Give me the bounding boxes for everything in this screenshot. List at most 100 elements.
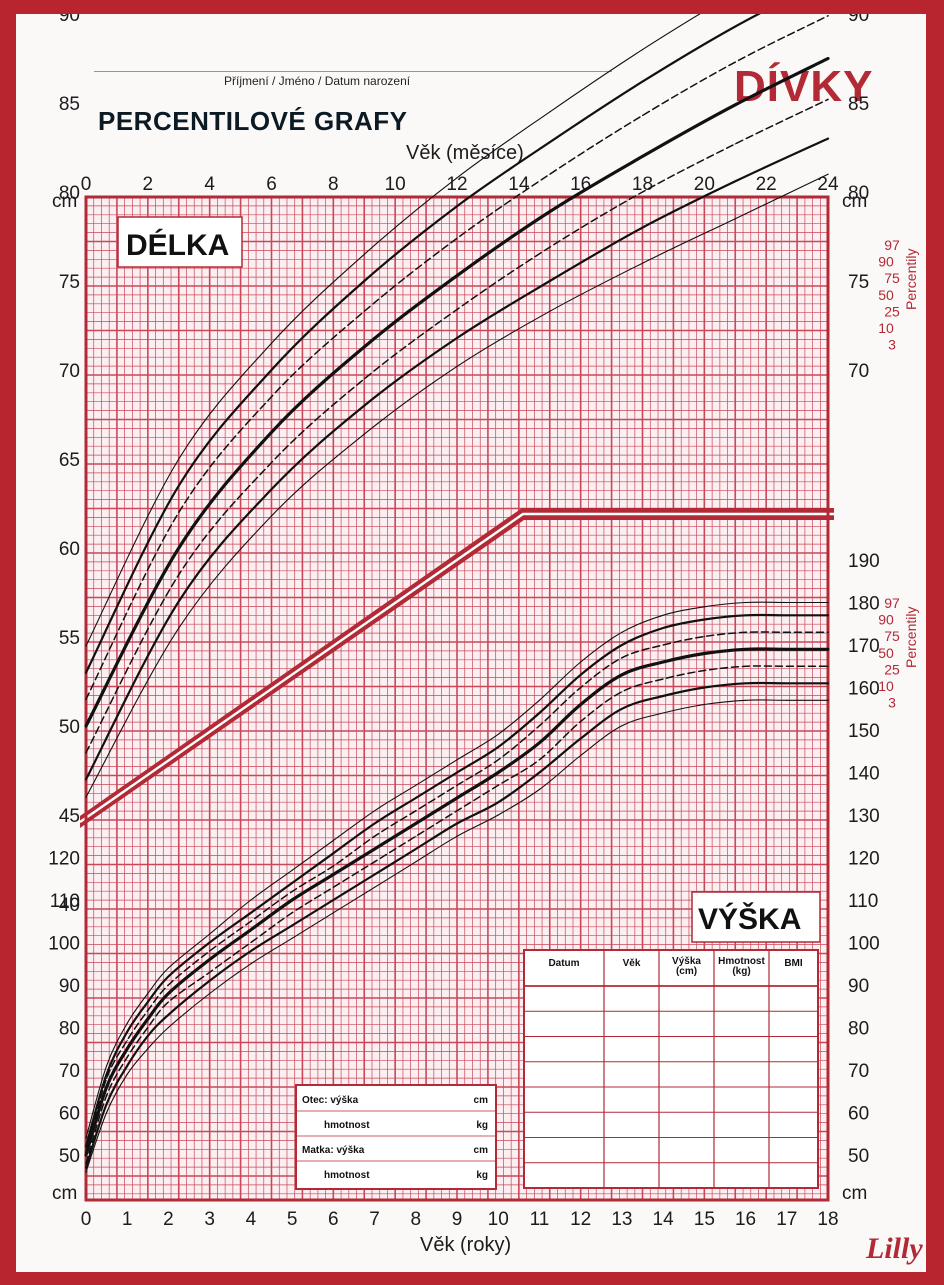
data-point <box>147 1026 149 1029</box>
record-table-header: Hmotnost <box>718 956 765 967</box>
data-point <box>827 601 829 604</box>
data-point <box>106 1065 108 1067</box>
length-percentile-90 <box>84 14 761 674</box>
x-tick-label-months: 12 <box>446 174 467 195</box>
record-table-header: Věk <box>623 958 641 969</box>
data-point <box>662 661 664 663</box>
data-point <box>827 648 829 650</box>
data-point <box>497 746 499 748</box>
data-point <box>641 191 644 193</box>
length-percentile-25 <box>85 98 829 754</box>
data-point <box>641 262 644 264</box>
data-point <box>456 797 458 799</box>
data-point <box>291 899 293 901</box>
data-point <box>126 1022 128 1024</box>
parents-box-unit: cm <box>474 1145 489 1156</box>
data-point <box>745 614 747 616</box>
x-tick-label-years: 17 <box>776 1209 797 1230</box>
x-tick-label-years: 3 <box>204 1209 215 1230</box>
y-tick-label-length: 75 <box>59 272 80 293</box>
data-point <box>178 547 180 549</box>
data-point <box>580 674 582 676</box>
data-point <box>126 1048 128 1050</box>
data-point <box>734 180 736 182</box>
parents-box <box>295 1084 497 1190</box>
data-point <box>85 1167 87 1169</box>
y-tick-label-length: 45 <box>59 806 80 827</box>
data-point <box>332 912 334 914</box>
data-point <box>332 899 334 901</box>
percentile-legend-label: 10 <box>878 678 894 694</box>
data-point <box>734 143 736 145</box>
data-point <box>497 801 499 803</box>
data-point <box>147 1009 149 1012</box>
data-point <box>85 752 87 754</box>
data-point <box>703 669 705 672</box>
x-tick-label-years: 18 <box>817 1209 838 1230</box>
x-tick-label-years: 0 <box>81 1209 92 1230</box>
y-tick-label-length: 60 <box>59 539 80 560</box>
data-point <box>734 104 736 106</box>
y-tick-label-length: 55 <box>59 628 80 649</box>
data-point <box>85 1154 87 1156</box>
data-point <box>332 873 334 876</box>
record-table-header-unit: (cm) <box>676 966 697 977</box>
data-point <box>580 686 582 689</box>
data-point <box>415 822 417 825</box>
data-point <box>456 784 458 786</box>
percentile-legend-label: 75 <box>884 270 900 286</box>
height-title-box <box>691 891 821 943</box>
data-point <box>147 1035 149 1037</box>
x-tick-label-years: 12 <box>570 1209 591 1230</box>
data-point <box>456 822 458 825</box>
y-tick-label-height-right: 190 <box>848 551 880 572</box>
data-point <box>178 627 180 629</box>
x-tick-label-years: 6 <box>328 1209 339 1230</box>
length-percentile-10 <box>84 137 830 781</box>
percentile-legend-label: 75 <box>884 628 900 644</box>
y-tick-label-length: 50 <box>59 717 80 738</box>
record-table-header: Datum <box>548 958 579 969</box>
y-tick-label-length: 40 <box>59 895 80 916</box>
parents-box-label: Matka: výška <box>302 1145 365 1156</box>
data-point <box>147 992 149 995</box>
y-tick-label-height-right: 80 <box>848 1019 869 1040</box>
data-point <box>703 618 705 621</box>
data-point <box>167 967 169 969</box>
data-point <box>786 614 788 616</box>
data-point <box>270 431 273 433</box>
x-tick-label-months: 24 <box>817 174 839 195</box>
percentile-legend-label: 50 <box>878 287 894 303</box>
data-point <box>178 485 180 487</box>
data-point <box>167 1001 169 1003</box>
data-point <box>270 488 273 490</box>
data-point <box>786 631 788 633</box>
percentile-legend-label: 10 <box>878 320 894 336</box>
data-point <box>85 672 87 674</box>
data-point <box>456 365 458 367</box>
data-point <box>415 835 417 837</box>
data-point <box>106 1073 108 1075</box>
data-point <box>827 665 829 667</box>
data-point <box>167 984 169 986</box>
percentile-legend-label: 90 <box>878 254 894 270</box>
y-tick-label-height-right: 120 <box>848 849 880 870</box>
y-tick-label-length: 85 <box>59 94 80 115</box>
data-point <box>456 835 458 837</box>
data-point <box>363 405 365 407</box>
data-point <box>456 810 458 812</box>
data-point <box>662 678 664 680</box>
data-point <box>415 797 417 799</box>
data-point <box>126 1039 128 1041</box>
data-point <box>85 1145 87 1148</box>
data-point <box>621 674 623 676</box>
data-point <box>178 600 180 603</box>
data-point <box>538 699 541 701</box>
name-label: Příjmení / Jméno / Datum narození <box>224 74 411 88</box>
data-point <box>662 644 664 646</box>
length-panel-title: DÉLKA <box>126 228 229 262</box>
y-tick-label-length: 80 <box>59 183 80 204</box>
data-point <box>291 882 293 884</box>
data-point <box>209 980 211 982</box>
data-point <box>703 703 705 706</box>
